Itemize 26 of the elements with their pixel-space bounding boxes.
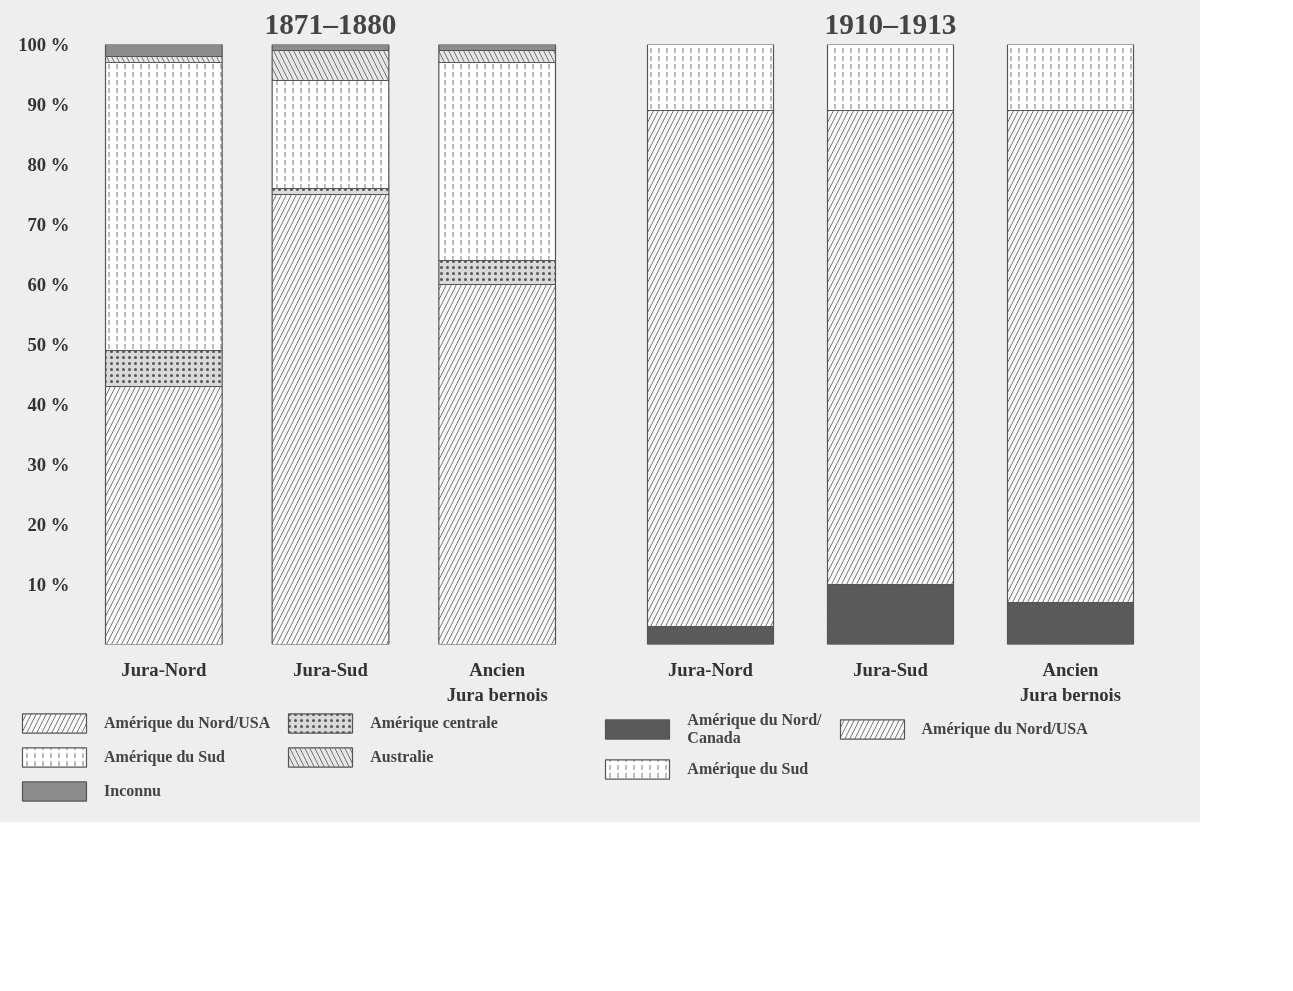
y-tick-label: 80 % <box>27 154 70 175</box>
legend-label: Amérique du Sud <box>687 760 809 778</box>
legend-label: Amérique du Nord/ Canada <box>687 711 822 747</box>
legend-label: Australie <box>370 748 434 766</box>
x-tick-label: Jura-Sud <box>853 658 929 680</box>
y-tick-label: 20 % <box>27 514 70 535</box>
legend-label: Amérique du Nord/USA <box>104 714 271 732</box>
legend-label: Inconnu <box>104 782 161 800</box>
y-tick-label: 70 % <box>27 214 70 235</box>
chart-title: 1871–1880 <box>264 7 397 40</box>
legend-label: Amérique centrale <box>370 714 498 732</box>
x-tick-label: Jura-Nord <box>668 658 754 680</box>
legend-label: Amérique du Nord/USA <box>921 720 1088 738</box>
chart-title: 1910–1913 <box>824 7 957 40</box>
y-tick-label: 100 % <box>18 34 70 55</box>
y-tick-label: 50 % <box>27 334 70 355</box>
x-tick-label: Jura-Sud <box>293 658 369 680</box>
legend-label: Amérique du Sud <box>104 748 225 766</box>
y-tick-label: 30 % <box>27 454 70 475</box>
y-tick-label: 40 % <box>27 394 70 415</box>
y-tick-label: 10 % <box>27 574 70 595</box>
x-tick-label: Ancien Jura bernois <box>1019 658 1122 705</box>
x-tick-label: Ancien Jura bernois <box>446 658 548 705</box>
x-tick-label: Jura-Nord <box>121 658 207 680</box>
y-tick-label: 90 % <box>27 94 70 115</box>
y-tick-label: 60 % <box>27 274 70 295</box>
